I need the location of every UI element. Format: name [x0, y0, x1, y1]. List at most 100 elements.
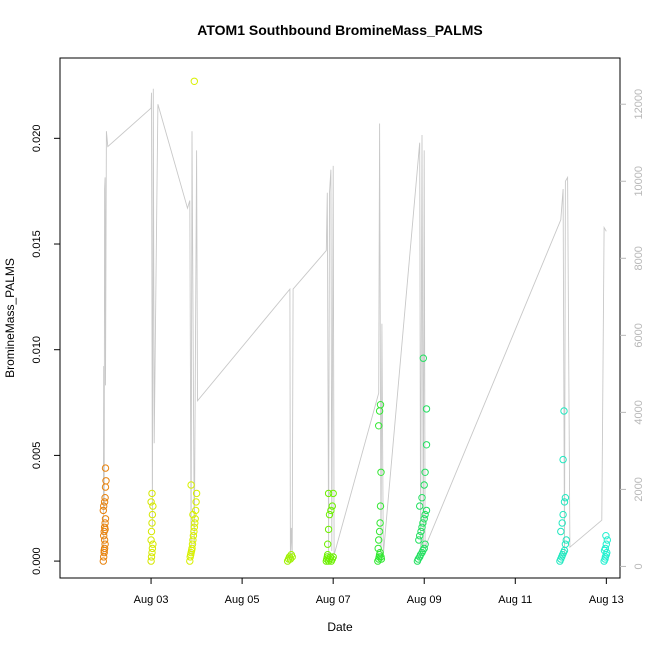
data-point [190, 527, 198, 536]
data-point [148, 519, 156, 527]
data-point [288, 553, 296, 561]
data-point [100, 536, 109, 544]
data-point [329, 553, 337, 561]
x-tick-label: Aug 05 [225, 594, 260, 606]
right-tick-label: 2000 [633, 477, 645, 501]
altitude-trace-line [102, 88, 607, 559]
data-point [377, 555, 386, 563]
data-point [419, 519, 427, 527]
data-point [560, 407, 568, 415]
data-point [416, 551, 425, 559]
right-tick-label: 8000 [633, 246, 645, 270]
data-point [327, 506, 335, 515]
plot-frame [59, 57, 621, 579]
data-point [419, 546, 427, 555]
data-point [419, 354, 427, 362]
data-point [148, 544, 157, 553]
data-point [417, 527, 425, 536]
data-point [375, 422, 383, 430]
data-point [101, 464, 110, 472]
data-point [420, 481, 428, 489]
right-tick-label: 4000 [633, 400, 645, 424]
data-point [189, 532, 198, 540]
x-tick-label: Aug 11 [498, 594, 532, 606]
data-point [601, 544, 610, 553]
x-tick-label: Aug 09 [407, 594, 442, 606]
data-point [560, 498, 569, 506]
right-tick-label: 0 [633, 563, 645, 569]
data-point [101, 515, 110, 523]
data-point [376, 401, 385, 409]
y-tick-label: 0.005 [31, 442, 43, 470]
data-point [603, 536, 611, 544]
data-point [557, 527, 565, 536]
data-point [421, 540, 429, 548]
data-point [328, 502, 336, 510]
data-point [561, 494, 570, 502]
data-point [602, 532, 610, 540]
data-point [418, 523, 426, 531]
data-point [559, 510, 567, 519]
data-point [189, 536, 197, 544]
data-point [420, 515, 428, 523]
x-tick-label: Aug 13 [589, 594, 624, 606]
data-point [325, 510, 334, 519]
data-point [375, 527, 384, 536]
data-point [192, 498, 200, 506]
data-point [190, 77, 199, 86]
data-point [102, 477, 110, 485]
data-point [192, 489, 201, 498]
y-tick-label: 0.000 [31, 547, 43, 575]
data-point [100, 546, 108, 555]
data-point [324, 525, 333, 534]
data-point [190, 523, 199, 531]
right-tick-label: 12000 [633, 89, 645, 120]
data-point [101, 525, 109, 534]
data-point [99, 557, 108, 565]
y-tick-label: 0.020 [31, 125, 43, 153]
data-point [416, 502, 424, 510]
data-point [418, 494, 426, 502]
data-point [99, 506, 108, 515]
data-point [286, 555, 295, 563]
data-point [191, 515, 199, 523]
data-point [329, 489, 337, 498]
y-axis-label: BromineMass_PALMS [3, 258, 17, 378]
data-point [422, 405, 431, 413]
data-point [147, 536, 155, 544]
data-point [376, 502, 385, 510]
data-point [100, 548, 108, 557]
data-point [376, 519, 384, 527]
data-point [324, 489, 333, 498]
x-tick-label: Aug 03 [134, 594, 169, 606]
data-point [188, 540, 197, 548]
data-point [324, 540, 332, 548]
data-point [414, 555, 422, 563]
data-point [374, 544, 382, 553]
data-point [326, 553, 335, 561]
data-point [421, 468, 429, 476]
data-point [100, 502, 108, 510]
x-axis-label: Date [327, 620, 353, 634]
data-point [421, 510, 429, 519]
data-point [603, 548, 611, 557]
data-point [100, 498, 109, 506]
plot-layer: 0.000 0.005 0.010 0.015 0.020 Aug 03 Aug 05 Aug… [31, 57, 645, 606]
data-point [147, 557, 155, 565]
data-point [377, 468, 385, 476]
chart-title: ATOM1 Southbound BromineMass_PALMS [197, 22, 482, 38]
right-tick-label: 6000 [633, 323, 645, 347]
y-tick-label: 0.015 [31, 230, 43, 258]
data-point [189, 510, 197, 519]
data-point [416, 532, 424, 540]
data-point [602, 540, 610, 548]
y-tick-label: 0.010 [31, 336, 43, 364]
data-point [148, 510, 157, 519]
data-point [422, 441, 431, 449]
right-tick-label: 10000 [633, 166, 645, 197]
data-point [375, 536, 383, 544]
data-point [562, 536, 570, 544]
data-point [149, 540, 157, 548]
